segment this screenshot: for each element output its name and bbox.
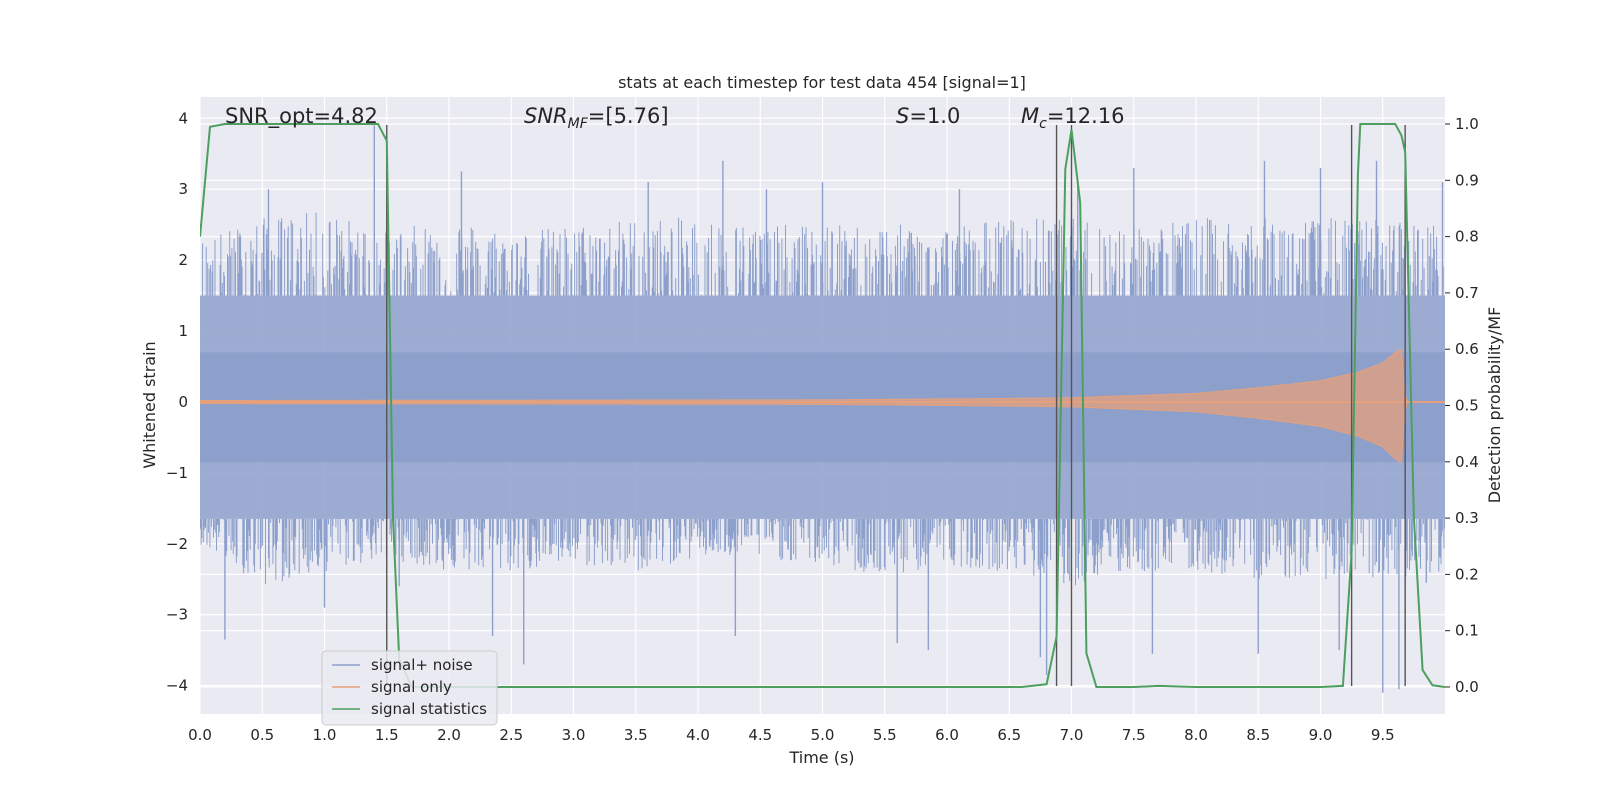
legend-label-signal-only: signal only bbox=[371, 678, 452, 696]
x-axis-label: Time (s) bbox=[788, 748, 854, 767]
x-tick-label-19: 9.5 bbox=[1371, 726, 1395, 744]
statistics-series bbox=[200, 123, 1445, 688]
x-tick-label-15: 7.5 bbox=[1122, 726, 1146, 744]
y-right-tick-label-4: 0.6 bbox=[1455, 340, 1479, 358]
x-ticks: 0.0 0.5 1.0 1.5 2.0 2.5 3.0 3.5 4.0 4.5 5.0 5.5 6.0 6… bbox=[188, 726, 1395, 744]
legend: signal+ noise signal only signal statist… bbox=[321, 650, 498, 726]
annotation-mc: Mc=12.16 bbox=[1021, 104, 1125, 132]
y-right-tick-label-6: 0.4 bbox=[1455, 453, 1479, 471]
y-tick-label-4: 0 bbox=[178, 393, 188, 411]
y-right-tick-label-7: 0.3 bbox=[1455, 509, 1479, 527]
y-axis-label-right: Detection probability/MF bbox=[1485, 307, 1504, 504]
x-tick-label-7: 3.5 bbox=[624, 726, 648, 744]
y-tick-label-6: −2 bbox=[166, 535, 188, 553]
x-tick-label-0: 0.0 bbox=[188, 726, 212, 744]
x-tick-label-11: 5.5 bbox=[873, 726, 897, 744]
x-tick-label-9: 4.5 bbox=[748, 726, 772, 744]
y-right-tick-label-0: 1.0 bbox=[1455, 115, 1479, 133]
legend-label-signal-statistics: signal statistics bbox=[371, 700, 487, 718]
x-tick-label-18: 9.0 bbox=[1309, 726, 1333, 744]
y-tick-label-5: −1 bbox=[166, 464, 188, 482]
y-tick-label-0: 4 bbox=[178, 109, 188, 127]
annotation-s: S=1.0 bbox=[896, 104, 960, 128]
y-tick-label-3: 1 bbox=[178, 322, 188, 340]
statistics-line bbox=[200, 123, 1445, 688]
y-right-tick-label-2: 0.8 bbox=[1455, 228, 1479, 246]
y-right-tick-label-10: 0.0 bbox=[1455, 678, 1479, 696]
y-axis-label-left: Whitened strain bbox=[140, 341, 159, 468]
y-ticks-right: 1.0 0.9 0.8 0.7 0.6 0.5 0.4 0.3 0.2 0.1 0.0 bbox=[1445, 115, 1479, 696]
y-right-tick-label-1: 0.9 bbox=[1455, 171, 1479, 189]
chart-title: stats at each timestep for test data 454… bbox=[618, 73, 1026, 92]
legend-box bbox=[321, 650, 498, 726]
y-tick-label-7: −3 bbox=[166, 606, 188, 624]
y-right-tick-label-8: 0.2 bbox=[1455, 565, 1479, 583]
y-tick-label-1: 3 bbox=[178, 180, 188, 198]
noise-trace bbox=[200, 212, 1445, 586]
x-tick-label-13: 6.5 bbox=[997, 726, 1021, 744]
x-tick-label-10: 5.0 bbox=[811, 726, 835, 744]
signal-only-series bbox=[200, 347, 1445, 464]
x-tick-label-1: 0.5 bbox=[250, 726, 274, 744]
y-tick-label-8: −4 bbox=[166, 677, 188, 695]
x-tick-label-6: 3.0 bbox=[562, 726, 586, 744]
x-tick-label-8: 4.0 bbox=[686, 726, 710, 744]
x-tick-label-12: 6.0 bbox=[935, 726, 959, 744]
x-tick-label-16: 8.0 bbox=[1184, 726, 1208, 744]
x-tick-label-3: 1.5 bbox=[375, 726, 399, 744]
y-right-tick-label-9: 0.1 bbox=[1455, 622, 1479, 640]
y-right-tick-label-3: 0.7 bbox=[1455, 284, 1479, 302]
x-tick-label-17: 8.5 bbox=[1246, 726, 1270, 744]
x-tick-label-2: 1.0 bbox=[313, 726, 337, 744]
x-tick-label-5: 2.5 bbox=[499, 726, 523, 744]
x-tick-label-14: 7.0 bbox=[1060, 726, 1084, 744]
annotation-snr-opt: SNR_opt=4.82 bbox=[225, 104, 378, 129]
y-ticks-left: 4 3 2 1 0 −1 −2 −3 −4 bbox=[166, 109, 188, 694]
legend-label-signal-noise: signal+ noise bbox=[371, 656, 473, 674]
x-tick-label-4: 2.0 bbox=[437, 726, 461, 744]
annotation-snr-mf: SNRMF=[5.76] bbox=[524, 104, 669, 132]
y-right-tick-label-5: 0.5 bbox=[1455, 397, 1479, 415]
y-tick-label-2: 2 bbox=[178, 251, 188, 269]
